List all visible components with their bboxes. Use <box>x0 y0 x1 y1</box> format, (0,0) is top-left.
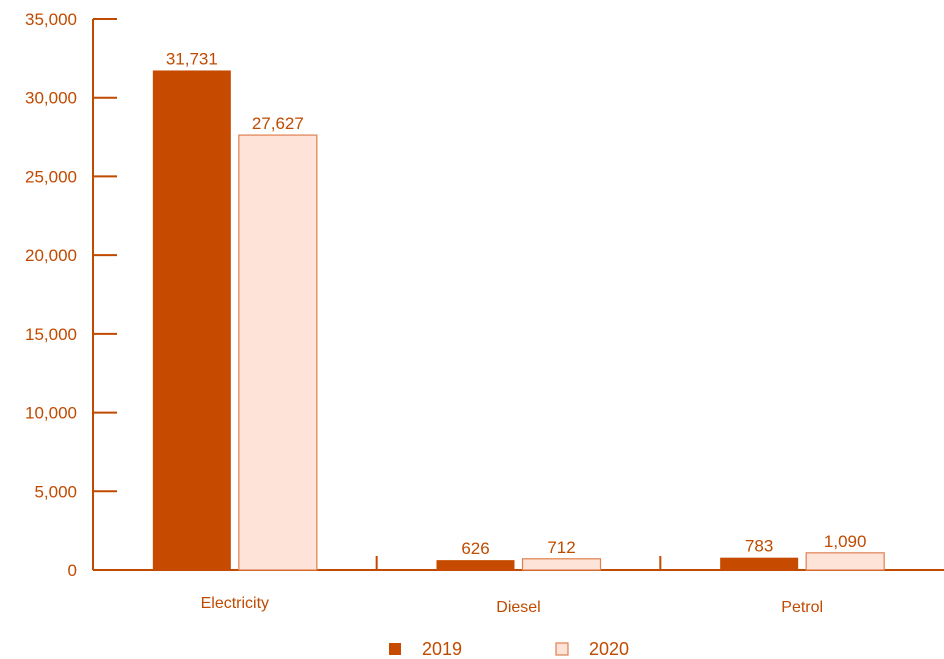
legend-label: 2020 <box>589 639 629 659</box>
bar-2020-diesel <box>521 558 602 571</box>
bar-2020-electricity <box>238 134 318 571</box>
legend-swatch-2020 <box>555 642 569 656</box>
category-label: Petrol <box>781 599 823 616</box>
category-label: Diesel <box>496 599 540 616</box>
data-label: 783 <box>745 537 773 556</box>
y-axis-ticks: 0 5,000 10,000 15,000 20,000 25,000 30,000 35,0… <box>25 10 117 580</box>
data-label: 27,627 <box>252 114 304 133</box>
legend-swatch-2019 <box>389 643 401 655</box>
category-label: Electricity <box>201 595 269 612</box>
data-label: 1,090 <box>824 532 867 551</box>
data-label: 712 <box>547 538 575 557</box>
y-tick-label: 5,000 <box>34 482 77 501</box>
bar-2019-petrol <box>720 557 799 570</box>
legend: 2019 2020 <box>389 639 629 659</box>
category-labels: Electricity Diesel Petrol <box>201 595 823 616</box>
data-label: 31,731 <box>166 49 218 68</box>
y-tick-label: 20,000 <box>25 246 77 265</box>
axes <box>92 19 944 571</box>
legend-label: 2019 <box>422 639 462 659</box>
y-tick-label: 25,000 <box>25 167 77 186</box>
y-tick-label: 0 <box>68 561 77 580</box>
data-label: 626 <box>461 539 489 558</box>
bars: 31,731 27,627 626 712 783 1,090 <box>152 49 885 571</box>
bar-2019-electricity <box>152 70 231 570</box>
y-tick-label: 10,000 <box>25 404 77 423</box>
y-tick-label: 35,000 <box>25 10 77 29</box>
y-tick-label: 30,000 <box>25 89 77 108</box>
bar-2019-diesel <box>436 560 515 570</box>
y-tick-label: 15,000 <box>25 325 77 344</box>
bar-2020-petrol <box>805 552 885 571</box>
